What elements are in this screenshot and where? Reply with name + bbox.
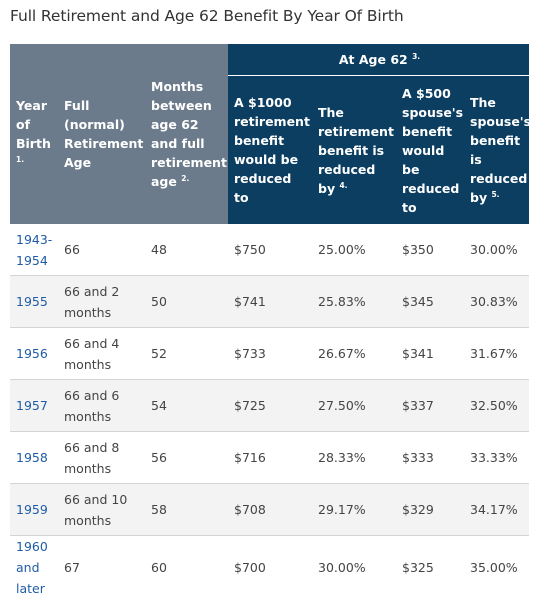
fra-cell: 66 and 2 months (58, 275, 145, 328)
table-row: 1957 66 and 6 months 54 $725 27.50% $337… (10, 379, 530, 432)
spouse-500-cell: $341 (396, 327, 464, 380)
footnote-2: 2. (181, 174, 190, 183)
spouse-reduction-cell: 30.00% (464, 224, 530, 276)
footnote-5: 5. (491, 190, 500, 199)
retirement-reduction-cell: 29.17% (312, 483, 396, 536)
year-link[interactable]: 1959 (10, 483, 58, 536)
spouse-500-cell: $345 (396, 275, 464, 328)
retirement-reduction-cell: 28.33% (312, 431, 396, 484)
months-cell: 48 (145, 224, 228, 276)
retirement-reduction-cell: 26.67% (312, 327, 396, 380)
spouse-reduction-cell: 35.00% (470, 560, 518, 575)
table-row: 1958 66 and 8 months 56 $716 28.33% $333… (10, 431, 530, 484)
header-benefit-1000: A $1000 retirement benefit would be redu… (228, 75, 312, 224)
spouse-reduction-cell: 31.67% (464, 327, 530, 380)
spouse-500-cell: $333 (396, 431, 464, 484)
footnote-3: 3. (412, 52, 421, 61)
months-cell: 60 (151, 560, 167, 575)
benefit-table: Year of Birth 1. Full (normal) Retiremen… (10, 44, 531, 600)
months-cell: 54 (145, 379, 228, 432)
benefit-1000-cell: $733 (228, 327, 312, 380)
page-title: Full Retirement and Age 62 Benefit By Ye… (10, 7, 404, 25)
benefit-1000-cell: $741 (228, 275, 312, 328)
year-link[interactable]: 1956 (10, 327, 58, 380)
spouse-500-cell: $337 (396, 379, 464, 432)
year-link[interactable]: 1960 and later (16, 539, 48, 596)
header-spouse-reduction: The spouse's benefit is reduced by 5. (464, 75, 531, 224)
year-link[interactable]: 1955 (10, 275, 58, 328)
months-cell: 50 (145, 275, 228, 328)
benefit-1000-cell: $750 (228, 224, 312, 276)
months-cell: 52 (145, 327, 228, 380)
footnote-1: 1. (16, 155, 25, 164)
fra-cell: 66 and 10 months (58, 483, 145, 536)
spouse-500-cell: $329 (396, 483, 464, 536)
months-cell: 58 (145, 483, 228, 536)
fra-cell: 66 and 8 months (58, 431, 145, 484)
retirement-reduction-cell: 25.00% (312, 224, 396, 276)
header-at-age-62: At Age 62 3. (228, 44, 530, 76)
spouse-500-cell: $325 (402, 560, 434, 575)
benefit-1000-cell: $725 (228, 379, 312, 432)
spouse-500-cell: $350 (396, 224, 464, 276)
header-months-between: Months between age 62 and full retiremen… (145, 44, 228, 224)
header-spouse-500: A $500 spouse's benefit would be reduced… (396, 75, 464, 224)
spouse-reduction-cell: 30.83% (464, 275, 530, 328)
header-year-of-birth: Year of Birth 1. (10, 44, 58, 224)
year-link[interactable]: 1943-1954 (10, 224, 58, 276)
spouse-reduction-cell: 34.17% (464, 483, 530, 536)
year-link[interactable]: 1958 (10, 431, 58, 484)
table-row: 1960 and later 67 60 $700 30.00% $325 35… (10, 536, 529, 600)
year-link[interactable]: 1957 (10, 379, 58, 432)
spouse-reduction-cell: 33.33% (464, 431, 530, 484)
table-row: 1943-1954 66 48 $750 25.00% $350 30.00% (10, 224, 530, 276)
fra-cell: 66 and 4 months (58, 327, 145, 380)
retirement-reduction-cell: 25.83% (312, 275, 396, 328)
header-full-retirement-age: Full (normal) Retirement Age (58, 44, 145, 224)
spouse-reduction-cell: 32.50% (464, 379, 530, 432)
table-row: 1959 66 and 10 months 58 $708 29.17% $32… (10, 483, 530, 536)
fra-cell: 66 and 6 months (58, 379, 145, 432)
table-row: 1956 66 and 4 months 52 $733 26.67% $341… (10, 327, 530, 380)
months-cell: 56 (145, 431, 228, 484)
footnote-4: 4. (339, 180, 348, 190)
benefit-1000-cell: $716 (228, 431, 312, 484)
fra-cell: 66 (58, 224, 145, 276)
benefit-1000-cell: $700 (234, 560, 266, 575)
table-row: 1955 66 and 2 months 50 $741 25.83% $345… (10, 275, 530, 328)
retirement-reduction-cell: 27.50% (312, 379, 396, 432)
retirement-reduction-cell: 30.00% (318, 560, 366, 575)
fra-cell: 67 (64, 560, 80, 575)
header-retirement-reduction: The retirement benefit is reduced by 4. (312, 75, 396, 224)
benefit-1000-cell: $708 (228, 483, 312, 536)
